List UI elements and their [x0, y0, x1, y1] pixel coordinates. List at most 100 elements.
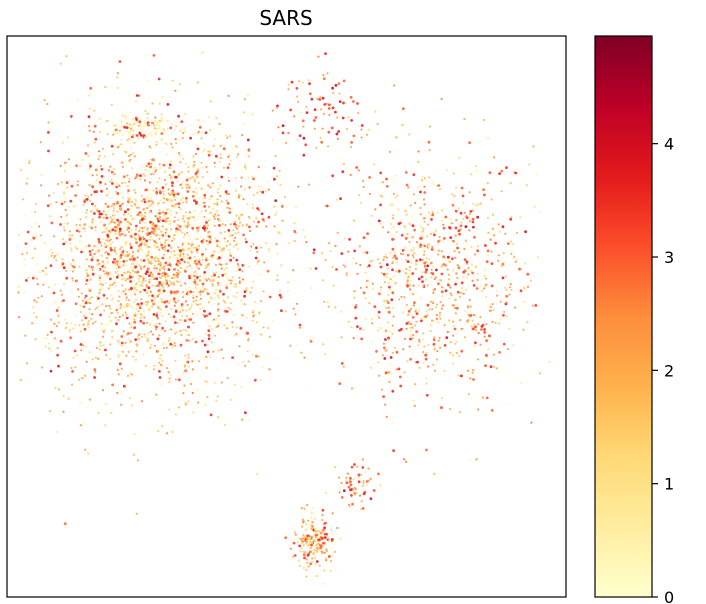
data-point [204, 223, 207, 226]
data-point [294, 533, 297, 536]
data-point [170, 184, 174, 188]
data-point [316, 548, 319, 551]
data-point [72, 279, 75, 282]
data-point [96, 259, 100, 262]
data-point [464, 269, 467, 272]
data-point [238, 212, 241, 215]
data-point [261, 218, 265, 221]
data-point [303, 507, 306, 510]
data-point [168, 377, 171, 380]
data-point [106, 119, 109, 122]
data-point [436, 211, 439, 214]
data-point [167, 257, 171, 260]
data-point [98, 262, 101, 265]
data-point [306, 519, 310, 522]
data-point [173, 120, 177, 123]
data-point [476, 272, 479, 275]
data-point [77, 217, 81, 220]
data-point [125, 204, 129, 207]
data-point [379, 171, 383, 175]
data-point [153, 267, 156, 270]
data-point [133, 320, 137, 324]
data-point [76, 99, 79, 102]
data-point [189, 136, 193, 140]
data-point [488, 309, 491, 312]
data-point [148, 199, 151, 202]
data-point [85, 283, 88, 286]
data-point [184, 300, 188, 303]
data-point [168, 193, 172, 197]
data-point [429, 300, 432, 303]
data-point [394, 246, 397, 250]
data-point [104, 348, 107, 352]
data-point [55, 253, 59, 256]
data-point [388, 150, 392, 153]
data-point [324, 521, 327, 525]
data-point [485, 339, 488, 343]
data-point [101, 330, 104, 334]
data-point [148, 281, 151, 284]
data-point [133, 218, 136, 221]
data-point [17, 285, 20, 288]
data-point [193, 199, 196, 203]
data-point [141, 275, 144, 278]
data-point [523, 300, 526, 303]
data-point [34, 338, 37, 341]
data-point [327, 145, 330, 148]
data-point [158, 218, 161, 221]
data-point [441, 286, 444, 289]
data-point [203, 380, 206, 383]
data-point [309, 550, 312, 554]
data-point [97, 158, 100, 161]
data-point [180, 341, 183, 344]
data-point [440, 406, 443, 409]
data-point [152, 234, 155, 237]
data-point [161, 134, 164, 137]
data-point [185, 309, 188, 312]
data-point [122, 210, 125, 213]
data-point [357, 111, 360, 115]
data-point [159, 261, 162, 264]
data-point [134, 232, 138, 236]
data-point [389, 251, 392, 254]
data-point [53, 337, 56, 340]
data-point [85, 198, 89, 201]
data-point [180, 306, 183, 309]
data-point [181, 231, 184, 234]
data-point [469, 210, 473, 213]
data-point [260, 185, 263, 188]
data-point [122, 196, 125, 199]
data-point [487, 348, 490, 351]
data-point [177, 254, 180, 257]
data-point [100, 167, 104, 171]
data-point [344, 265, 347, 268]
data-point [321, 252, 324, 255]
data-point [177, 246, 180, 249]
data-point [365, 133, 369, 136]
data-point [126, 116, 130, 119]
data-point [205, 221, 208, 224]
data-point [409, 223, 412, 226]
data-point [405, 327, 408, 330]
data-point [219, 246, 222, 249]
data-point [436, 350, 439, 353]
data-point [17, 316, 21, 319]
data-point [342, 365, 345, 368]
data-point [327, 535, 330, 538]
data-point [328, 539, 331, 542]
data-point [359, 263, 362, 267]
data-point [310, 546, 313, 550]
data-point [88, 250, 92, 253]
data-point [99, 131, 102, 134]
data-point [177, 173, 180, 176]
data-point [324, 52, 327, 56]
data-point [160, 298, 163, 302]
data-point [102, 266, 106, 269]
data-point [321, 532, 324, 535]
data-point [417, 284, 420, 287]
data-point [157, 305, 160, 308]
data-point [498, 230, 501, 233]
data-point [52, 291, 56, 295]
data-point [108, 222, 111, 225]
data-point [422, 217, 425, 220]
